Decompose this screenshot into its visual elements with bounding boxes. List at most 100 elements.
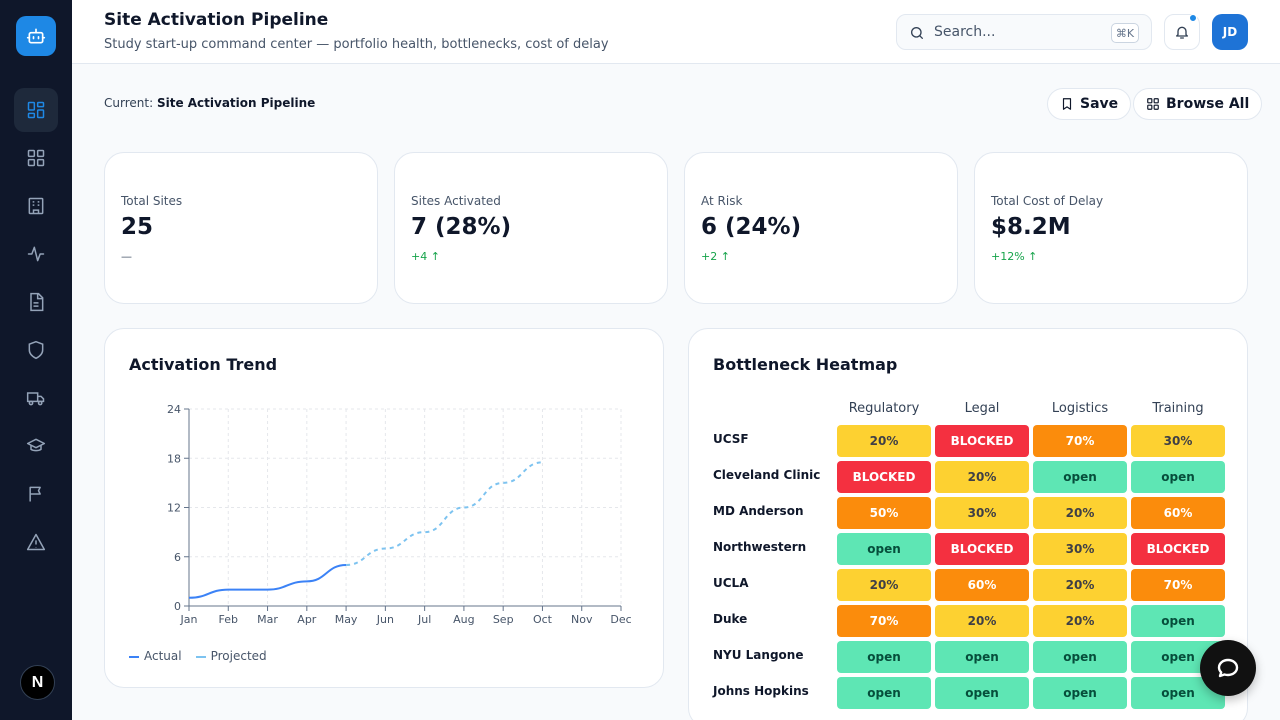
bookmark-icon — [1062, 98, 1072, 110]
heatmap-cell[interactable]: 30% — [1131, 425, 1225, 457]
heatmap-cell[interactable]: open — [1033, 461, 1127, 493]
heatmap-cell[interactable]: 20% — [1033, 605, 1127, 637]
heatmap-row-label: Duke — [713, 612, 748, 626]
heatmap-cell[interactable]: 70% — [1033, 425, 1127, 457]
x-tick-label: Sep — [493, 613, 514, 626]
browse-all-button[interactable]: Browse All — [1133, 88, 1263, 120]
projected-series-line — [346, 461, 543, 566]
kpi-delta: +2 ↑ — [701, 250, 730, 263]
bottleneck-heatmap-panel: Bottleneck Heatmap Regulatory Legal Logist… — [688, 328, 1248, 720]
heatmap-row-label: Northwestern — [713, 540, 807, 554]
workspace-badge[interactable]: N — [20, 665, 55, 700]
chat-button[interactable] — [1200, 640, 1256, 696]
y-tick-label: 24 — [167, 403, 181, 416]
bell-icon — [1176, 26, 1188, 39]
activity-icon — [27, 246, 45, 262]
heatmap-cell[interactable]: 30% — [1033, 533, 1127, 565]
y-tick-label: 0 — [174, 600, 181, 613]
heatmap-cell[interactable]: 20% — [935, 605, 1029, 637]
heatmap-cell[interactable]: 20% — [837, 569, 931, 601]
search-icon — [911, 27, 923, 39]
kpi-label: At Risk — [701, 194, 743, 208]
page-subtitle: Study start-up command center — portfoli… — [104, 37, 609, 52]
x-tick-label: Feb — [219, 613, 238, 626]
legend-item-projected[interactable]: Projected — [195, 649, 267, 663]
building-icon — [28, 197, 44, 215]
save-button[interactable]: Save — [1047, 88, 1132, 120]
legend-item-actual[interactable]: Actual — [129, 649, 182, 663]
sidebar: N — [0, 0, 72, 720]
heatmap-cell[interactable]: open — [837, 641, 931, 673]
grid-icon — [27, 149, 45, 167]
panel-title: Bottleneck Heatmap — [713, 355, 898, 374]
kpi-card-cost-of-delay: Total Cost of Delay $8.2M +12% ↑ — [974, 152, 1248, 304]
heatmap-cell[interactable]: 20% — [1033, 497, 1127, 529]
heatmap-cell[interactable]: open — [1131, 605, 1225, 637]
page-title: Site Activation Pipeline — [104, 10, 329, 30]
heatmap-cell[interactable]: 20% — [935, 461, 1029, 493]
heatmap-cell[interactable]: open — [837, 677, 931, 709]
dashboard-icon — [27, 101, 45, 119]
notification-dot — [1189, 14, 1197, 22]
x-tick-label: Jun — [376, 613, 394, 626]
save-label: Save — [1080, 96, 1119, 112]
heatmap-row-label: NYU Langone — [713, 648, 804, 662]
kpi-delta: — — [121, 250, 132, 263]
heatmap-row-label: MD Anderson — [713, 504, 804, 518]
kpi-card-at-risk: At Risk 6 (24%) +2 ↑ — [684, 152, 958, 304]
document-icon — [30, 292, 44, 312]
heatmap-cell[interactable]: 60% — [1131, 497, 1225, 529]
actual-series-line — [188, 563, 347, 599]
search-box[interactable]: Search... ⌘K — [896, 14, 1152, 50]
sidebar-item-grid[interactable] — [14, 136, 58, 180]
heatmap-column-header: Regulatory — [848, 401, 920, 416]
heatmap-row-label: Cleveland Clinic — [713, 468, 821, 482]
sidebar-item-activity[interactable] — [14, 232, 58, 276]
heatmap-cell[interactable]: 50% — [837, 497, 931, 529]
heatmap-column-header: Legal — [964, 401, 1000, 416]
current-value: Site Activation Pipeline — [156, 96, 316, 110]
kpi-label: Sites Activated — [411, 194, 501, 208]
user-avatar[interactable]: JD — [1212, 14, 1248, 50]
heatmap-cell[interactable]: 70% — [837, 605, 931, 637]
heatmap-cell[interactable]: open — [837, 533, 931, 565]
panel-title: Activation Trend — [129, 355, 278, 374]
sidebar-item-training[interactable] — [14, 424, 58, 468]
heatmap-cell[interactable]: BLOCKED — [1131, 533, 1225, 565]
heatmap-cell[interactable]: open — [935, 641, 1029, 673]
heatmap-cell[interactable]: BLOCKED — [935, 425, 1029, 457]
chart-legend: Actual Projected — [129, 649, 267, 663]
sidebar-item-milestones[interactable] — [14, 472, 58, 516]
legend-label: Actual — [144, 649, 182, 663]
heatmap-row-label: Johns Hopkins — [713, 684, 809, 698]
heatmap-cell[interactable]: open — [1033, 677, 1127, 709]
heatmap-cell[interactable]: 60% — [935, 569, 1029, 601]
heatmap-cell[interactable]: 30% — [935, 497, 1029, 529]
sidebar-item-sites[interactable] — [14, 184, 58, 228]
heatmap-cell[interactable]: BLOCKED — [837, 461, 931, 493]
kpi-value: 7 (28%) — [411, 214, 512, 240]
app-logo[interactable] — [16, 16, 56, 56]
sidebar-item-risks[interactable] — [14, 520, 58, 564]
sidebar-item-dashboard[interactable] — [14, 88, 58, 132]
heatmap-cell[interactable]: open — [935, 677, 1029, 709]
heatmap-row-label: UCLA — [713, 576, 749, 590]
heatmap-row-label: UCSF — [713, 432, 749, 446]
heatmap-cell[interactable]: BLOCKED — [935, 533, 1029, 565]
x-tick-label: Mar — [257, 613, 278, 626]
notifications-button[interactable] — [1164, 14, 1200, 50]
heatmap-cell[interactable]: 20% — [1033, 569, 1127, 601]
sidebar-item-logistics[interactable] — [14, 376, 58, 420]
sidebar-item-documents[interactable] — [14, 280, 58, 324]
heatmap-cell[interactable]: 70% — [1131, 569, 1225, 601]
heatmap-cell[interactable]: open — [1033, 641, 1127, 673]
graduation-cap-icon — [26, 438, 46, 452]
shield-icon — [28, 340, 44, 360]
search-input[interactable]: Search... — [934, 24, 996, 40]
sidebar-item-compliance[interactable] — [14, 328, 58, 372]
kpi-delta: +4 ↑ — [411, 250, 440, 263]
heatmap-cell[interactable]: open — [1131, 461, 1225, 493]
alert-triangle-icon — [26, 533, 46, 551]
x-tick-label: May — [335, 613, 358, 626]
heatmap-cell[interactable]: 20% — [837, 425, 931, 457]
